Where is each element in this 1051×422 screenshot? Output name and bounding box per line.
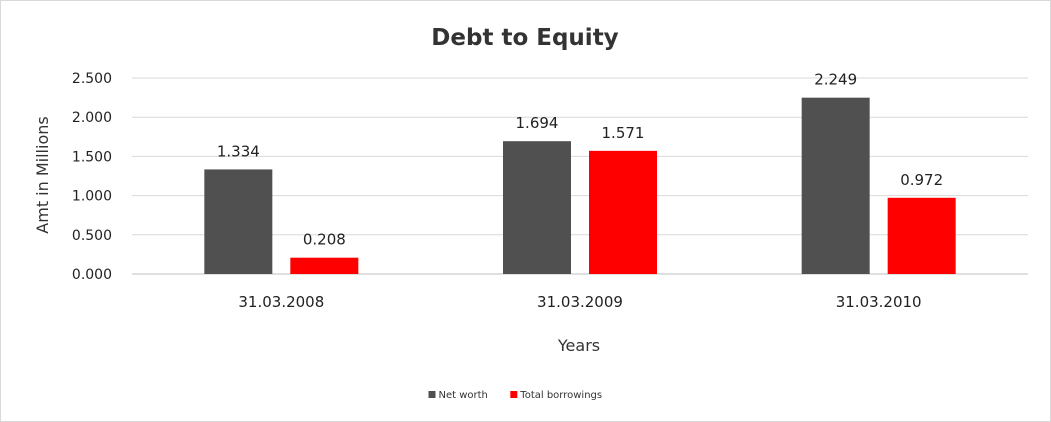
data-label: 1.694 [516,114,559,132]
data-label: 0.972 [900,171,943,189]
y-axis-ticks: 0.000 0.500 1.000 1.500 2.000 2.500 [72,71,112,283]
y-axis-title: Amt in Millions [33,116,52,233]
y-tick-label: 0.500 [72,228,112,244]
legend: Net worth Total borrowings [428,390,602,401]
bar [290,257,359,274]
gridlines [132,77,1028,275]
y-tick-label: 1.000 [72,189,112,205]
x-tick-label: 31.03.2010 [836,293,922,311]
bar [589,150,657,274]
bar [801,97,870,274]
bar [503,141,571,274]
y-tick-label: 2.000 [72,110,112,126]
legend-label: Total borrowings [519,390,602,401]
bar [887,197,956,274]
legend-swatch [428,391,436,398]
data-label: 1.571 [602,124,645,142]
legend-swatch [510,391,518,398]
data-label: 2.249 [814,71,857,89]
bars [204,97,956,274]
data-label: 1.334 [217,142,260,160]
data-labels: 1.334 0.208 1.694 1.571 2.249 0.972 [217,71,943,249]
legend-label: Net worth [439,390,488,401]
x-tick-label: 31.03.2009 [537,293,623,311]
x-axis-categories: 31.03.2008 31.03.2009 31.03.2010 [238,293,921,311]
y-tick-label: 2.500 [72,71,112,87]
y-tick-label: 1.500 [72,149,112,165]
x-axis-title: Years [557,336,600,355]
bar [204,169,273,274]
chart-title: Debt to Equity [431,25,618,51]
x-tick-label: 31.03.2008 [238,293,324,311]
y-tick-label: 0.000 [72,267,112,283]
data-label: 0.208 [303,231,346,249]
